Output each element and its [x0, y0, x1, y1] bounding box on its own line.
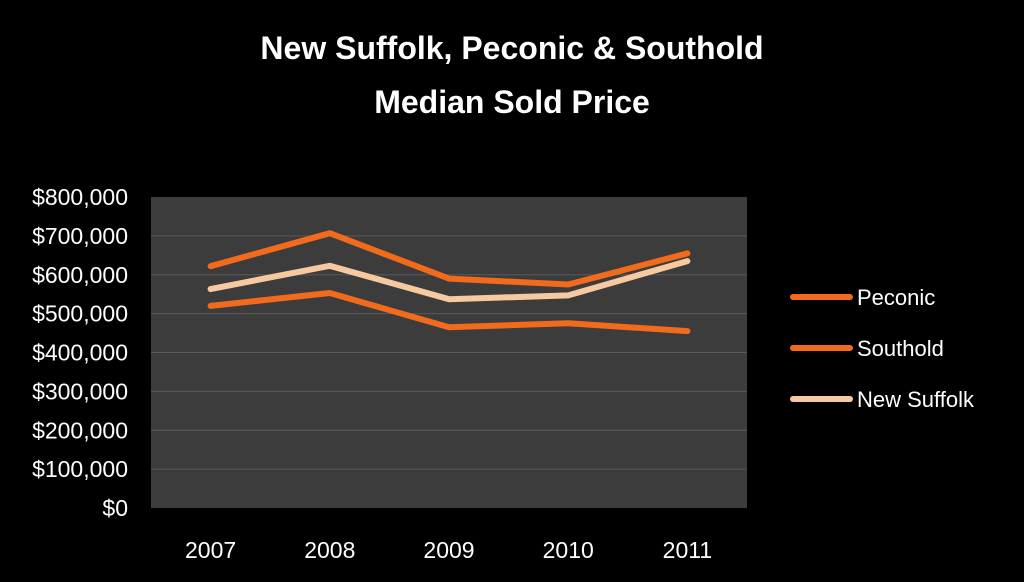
y-tick-label: $700,000: [32, 223, 128, 249]
chart-subtitle: Median Sold Price: [374, 84, 650, 120]
y-tick-label: $600,000: [32, 262, 128, 288]
x-tick-label: 2010: [543, 537, 594, 563]
y-tick-label: $500,000: [32, 301, 128, 327]
y-tick-label: $300,000: [32, 378, 128, 404]
x-tick-label: 2008: [304, 537, 355, 563]
x-tick-label: 2009: [423, 537, 474, 563]
chart-title: New Suffolk, Peconic & Southold: [260, 30, 764, 66]
legend-label: New Suffolk: [857, 387, 975, 412]
y-tick-label: $0: [102, 495, 128, 521]
x-tick-label: 2007: [185, 537, 236, 563]
y-tick-label: $400,000: [32, 340, 128, 366]
legend-label: Southold: [857, 336, 944, 361]
legend-label: Peconic: [857, 285, 935, 310]
y-tick-label: $800,000: [32, 184, 128, 210]
y-tick-label: $100,000: [32, 456, 128, 482]
x-tick-label: 2011: [663, 537, 712, 563]
y-tick-label: $200,000: [32, 417, 128, 443]
